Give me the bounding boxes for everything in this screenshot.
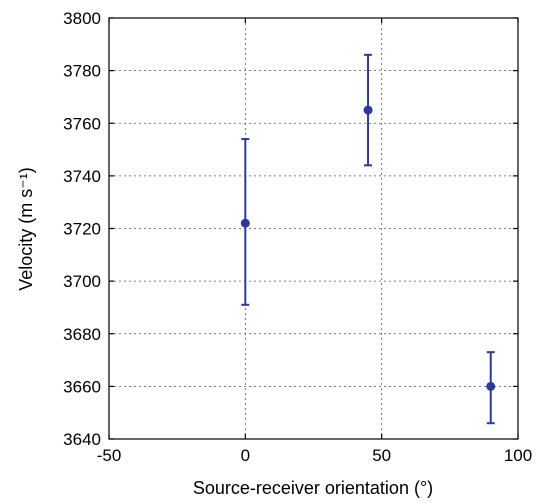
x-tick-labels: -50 0 50 100 [97, 446, 532, 465]
tick-layer [108, 17, 519, 440]
data-point-group [240, 138, 250, 306]
grid-layer [109, 18, 518, 439]
x-axis-label: Source-receiver orientation (°) [193, 478, 433, 498]
y-tick-label: 3720 [63, 220, 101, 239]
data-point [240, 218, 250, 228]
x-tick-label: 50 [372, 446, 391, 465]
data-point-group [486, 351, 496, 425]
y-tick-label: 3800 [63, 9, 101, 28]
y-tick-label: 3680 [63, 325, 101, 344]
data-points [240, 53, 496, 425]
y-tick-labels: 3640 3660 3680 3700 3720 3740 3760 3780 3800 [63, 9, 101, 449]
x-tick-label: 0 [241, 446, 250, 465]
y-tick-label: 3740 [63, 167, 101, 186]
y-tick-label: 3660 [63, 377, 101, 396]
data-point [486, 381, 496, 391]
data-point [363, 105, 373, 115]
y-tick-label: 3780 [63, 62, 101, 81]
y-axis-label: Velocity (m s⁻¹) [16, 167, 36, 291]
y-tick-label: 3640 [63, 430, 101, 449]
data-point-group [363, 53, 373, 167]
y-tick-label: 3700 [63, 272, 101, 291]
y-tick-label: 3760 [63, 114, 101, 133]
x-tick-label: -50 [97, 446, 122, 465]
x-tick-label: 100 [504, 446, 532, 465]
